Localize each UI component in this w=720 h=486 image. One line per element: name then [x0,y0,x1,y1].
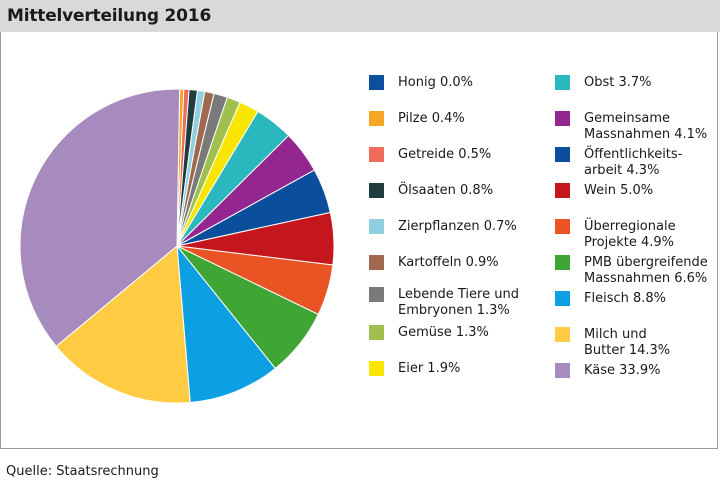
pie-chart [19,88,335,404]
legend-swatch [555,255,570,270]
legend-swatch [369,147,384,162]
legend-swatch [555,111,570,126]
legend-item-obst: Obst 3.7% [555,75,652,91]
legend-label: Eier 1.9% [398,361,461,376]
legend-swatch [555,363,570,378]
legend-item-pilze: Pilze 0.4% [369,111,465,127]
legend-swatch [369,75,384,90]
legend-item-oelsaaten: Ölsaaten 0.8% [369,183,493,199]
legend-label: Milch und Butter 14.3% [584,327,671,358]
legend-item-oeffentlichkeitsarbeit: Öffentlichkeits- arbeit 4.3% [555,147,682,179]
legend-swatch [369,255,384,270]
legend-item-eier: Eier 1.9% [369,361,460,377]
legend-swatch [369,111,384,126]
legend-label: Zierpflanzen 0.7% [398,219,517,234]
legend-item-gemeinsame-massnahmen: Gemeinsame Massnahmen 4.1% [555,111,707,143]
legend-label: Pilze 0.4% [398,111,465,126]
legend-label: Getreide 0.5% [398,147,492,162]
legend-label: Obst 3.7% [584,75,652,90]
legend-item-milch-und-butter: Milch und Butter 14.3% [555,327,670,359]
legend-label: Fleisch 8.8% [584,291,667,306]
legend-label: Honig 0.0% [398,75,473,90]
legend-swatch [369,287,384,302]
legend-item-getreide: Getreide 0.5% [369,147,491,163]
legend-label: Ölsaaten 0.8% [398,183,494,198]
legend-item-wein: Wein 5.0% [555,183,653,199]
legend-swatch [369,219,384,234]
title-bar: Mittelverteilung 2016 [0,0,720,32]
legend-swatch [555,291,570,306]
legend-label: Überregionale Projekte 4.9% [584,219,676,250]
legend-label: Wein 5.0% [584,183,654,198]
legend-item-zierpflanzen: Zierpflanzen 0.7% [369,219,517,235]
legend-item-kaese: Käse 33.9% [555,363,660,379]
legend-item-ueberregionale-projekte: Überregionale Projekte 4.9% [555,219,676,251]
legend-swatch [555,183,570,198]
pie-slice-milch-und-butter [55,245,191,404]
legend-swatch [555,75,570,90]
legend-swatch [369,325,384,340]
legend-item-gemuese: Gemüse 1.3% [369,325,489,341]
legend-label: Käse 33.9% [584,363,661,378]
legend-item-fleisch: Fleisch 8.8% [555,291,666,307]
legend-label: PMB übergreifende Massnahmen 6.6% [584,255,708,286]
legend-label: Öffentlichkeits- arbeit 4.3% [584,147,683,178]
pie-slice-kaese [19,88,181,347]
legend-label: Gemeinsame Massnahmen 4.1% [584,111,708,142]
pie-slice-fleisch [176,245,276,403]
legend-item-lebende-tiere-und-embryonen: Lebende Tiere und Embryonen 1.3% [369,287,519,319]
source-note: Quelle: Staatsrechnung [6,464,159,479]
legend-item-kartoffeln: Kartoffeln 0.9% [369,255,499,271]
chart-title: Mittelverteilung 2016 [7,6,212,26]
legend-item-pmb-uebergreifende-massnahmen: PMB übergreifende Massnahmen 6.6% [555,255,708,287]
legend-label: Lebende Tiere und Embryonen 1.3% [398,287,519,318]
legend-swatch [555,327,570,342]
legend-label: Kartoffeln 0.9% [398,255,499,270]
legend-label: Gemüse 1.3% [398,325,489,340]
legend-item-honig: Honig 0.0% [369,75,473,91]
legend-swatch [555,219,570,234]
chart-frame: Honig 0.0% Pilze 0.4% Getreide 0.5% Ölsaate… [0,32,718,449]
legend-swatch [369,361,384,376]
legend-swatch [555,147,570,162]
legend-swatch [369,183,384,198]
